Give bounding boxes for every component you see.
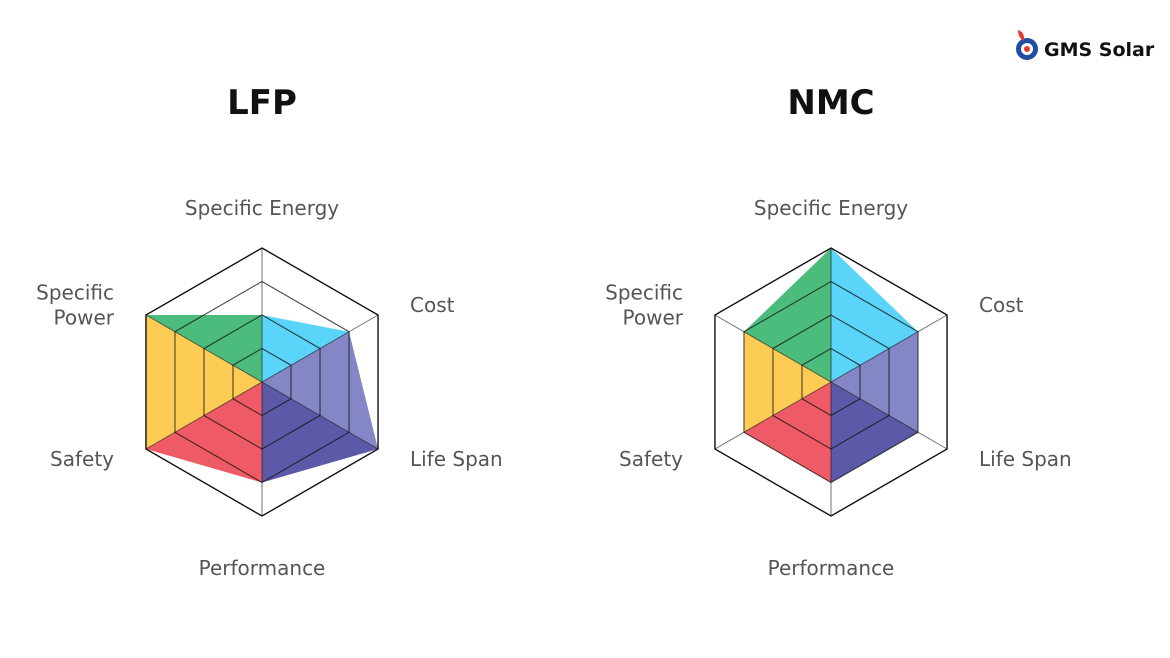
axis-label-specific-energy: Specific Energy — [185, 196, 339, 220]
brand-logo: GMS Solar — [1016, 30, 1155, 61]
segment-performance-safety — [743, 382, 831, 483]
axis-label-life-span: Life Span — [410, 447, 503, 471]
spoke-safety — [714, 381, 832, 450]
segment-specific-energy-cost — [262, 315, 350, 382]
gms-solar-logo-icon — [1016, 30, 1038, 60]
radar-segments — [743, 248, 919, 483]
segment-life-span-performance — [262, 382, 379, 483]
axis-label-cost: Cost — [410, 293, 455, 317]
segment-life-span-performance — [831, 382, 919, 483]
chart-title: NMC — [787, 83, 874, 123]
spoke-life-span — [261, 381, 379, 450]
axis-label-performance: Performance — [768, 556, 895, 580]
axis-label-specific-power: Specific Power — [605, 281, 684, 330]
spoke-cost — [830, 314, 948, 383]
radar-chart-nmc: NMC Specific Energy Cost Life Span Performa… — [605, 83, 1072, 580]
segment-cost-life-span — [831, 331, 919, 433]
axis-label-specific-power: Specific Power — [36, 281, 115, 330]
axis-label-life-span: Life Span — [979, 447, 1072, 471]
axis-labels: Specific Energy Cost Life Span Performance S… — [36, 196, 503, 580]
spoke-specific-power — [145, 314, 263, 383]
spoke-safety — [145, 381, 263, 450]
radar-grid — [145, 247, 379, 517]
axis-label-cost: Cost — [979, 293, 1024, 317]
brand-name: GMS Solar — [1044, 39, 1155, 61]
axis-labels: Specific Energy Cost Life Span Performance S… — [605, 196, 1072, 580]
segment-safety-specific-power — [743, 331, 831, 433]
axis-label-safety: Safety — [50, 447, 114, 471]
spoke-cost — [261, 314, 379, 383]
segment-specific-power-specific-energy — [743, 248, 831, 382]
segment-specific-energy-cost — [831, 248, 919, 382]
chart-title: LFP — [227, 83, 297, 123]
radar-grid — [714, 247, 948, 517]
spoke-life-span — [830, 381, 948, 450]
axis-label-safety: Safety — [619, 447, 683, 471]
spoke-specific-power — [714, 314, 832, 383]
axis-label-specific-energy: Specific Energy — [754, 196, 908, 220]
segment-performance-safety — [145, 382, 262, 483]
radar-chart-lfp: LFP Specific Energy Cost Life Span Performa… — [36, 83, 503, 580]
axis-label-performance: Performance — [199, 556, 326, 580]
